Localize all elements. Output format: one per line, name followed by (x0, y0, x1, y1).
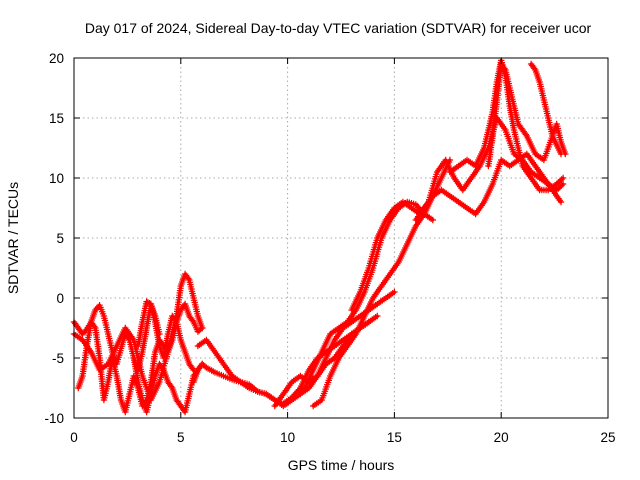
plus-marker (522, 131, 529, 138)
series-9 (292, 198, 436, 398)
plus-marker (557, 198, 565, 206)
grid (74, 58, 608, 418)
plus-marker (168, 383, 175, 390)
y-tick-label: -5 (52, 351, 64, 366)
y-tick-labels: -10 -5 0 5 10 15 20 (44, 51, 64, 426)
y-tick-label: -10 (44, 411, 64, 426)
plus-marker (559, 174, 567, 182)
plus-marker (172, 317, 179, 324)
x-tick-label: 10 (280, 430, 295, 445)
y-axis-label: SDTVAR / TECUs (5, 182, 21, 294)
y-tick-label: 5 (56, 231, 64, 246)
plus-marker (189, 365, 196, 372)
y-tick-label: 20 (49, 51, 64, 66)
chart-title: Day 017 of 2024, Sidereal Day-to-day VTE… (85, 20, 592, 36)
plus-marker (562, 150, 569, 158)
x-tick-label: 15 (387, 430, 402, 445)
plus-marker (501, 65, 508, 72)
plus-marker (189, 317, 196, 324)
x-axis-label: GPS time / hours (288, 457, 395, 473)
y-tick-label: 0 (56, 291, 64, 306)
plus-marker (159, 365, 166, 372)
series-15 (527, 60, 569, 158)
y-tick-label: 15 (49, 111, 64, 126)
x-tick-label: 20 (494, 430, 509, 445)
x-tick-labels: 0 5 10 15 20 25 (70, 430, 615, 445)
x-tick-label: 25 (600, 430, 615, 445)
plus-marker (199, 324, 206, 332)
series-12 (412, 150, 565, 224)
y-tick-label: 10 (49, 171, 64, 186)
data-marks (70, 57, 569, 416)
series-14 (485, 60, 565, 170)
plus-marker (91, 323, 98, 330)
axis-ticks (73, 57, 609, 419)
x-tick-label: 0 (70, 430, 78, 445)
series-5 (134, 298, 197, 374)
plus-marker (374, 312, 381, 320)
x-tick-label: 5 (177, 430, 185, 445)
plus-marker (429, 216, 436, 224)
plus-marker (391, 288, 398, 296)
plus-marker (559, 180, 567, 188)
plus-marker (531, 65, 538, 72)
plus-marker (185, 275, 192, 282)
